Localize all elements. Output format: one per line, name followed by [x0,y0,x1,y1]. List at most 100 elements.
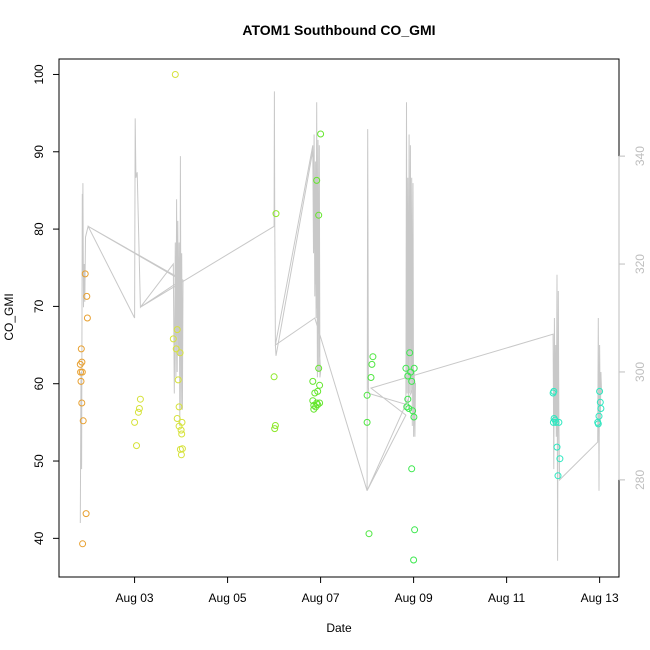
data-point [595,412,603,420]
data-point [363,418,371,426]
data-point [173,415,181,422]
data-point [176,349,184,357]
data-point [173,326,181,334]
data-point [134,408,142,416]
x-axis-label: Date [326,621,352,635]
data-point [316,381,324,389]
data-point [309,397,317,405]
data-point [313,176,321,184]
data-point [175,403,183,411]
data-point [367,374,375,381]
data-point [550,415,558,422]
y-tick-label: 80 [32,222,46,236]
data-point [310,405,318,413]
y-axis: 40 50 60 70 80 90 100 [32,64,60,545]
data-point [77,377,85,385]
data-point [410,556,418,564]
data-point [411,526,419,534]
data-point [83,292,91,300]
x-tick-label: Aug 13 [581,591,619,605]
x-tick-label: Aug 03 [116,591,154,605]
plot-frame [58,58,620,578]
x-tick-label: Aug 11 [488,591,525,605]
data-point [78,368,86,376]
data-point [363,391,371,399]
x-tick-label: Aug 05 [209,591,247,605]
data-point [78,399,86,407]
data-point [309,377,317,385]
data-point [403,403,411,411]
data-point [171,71,179,78]
data-point [402,364,410,372]
data-point [81,270,89,278]
y-tick-label: 70 [32,299,46,313]
data-point [271,422,279,429]
right-y-tick-label: 340 [633,146,647,166]
data-point [552,418,560,426]
co-gmi-points [76,71,605,564]
data-point [368,360,376,368]
data-point [554,472,562,480]
data-point [177,426,185,434]
data-point [271,425,279,433]
data-point [136,395,144,403]
data-point [169,335,177,343]
data-point [315,364,323,372]
x-tick-label: Aug 07 [302,591,340,605]
data-point [408,377,416,385]
data-point [77,345,85,353]
data-point [553,443,561,451]
data-point [135,405,143,412]
data-point [410,364,418,372]
data-point [79,540,87,548]
data-point [596,387,604,395]
data-point [133,442,140,450]
data-point [316,399,324,407]
data-point [597,405,605,412]
data-point [550,387,558,395]
data-point [410,413,418,421]
y-tick-label: 100 [32,64,46,84]
y-tick-label: 60 [32,377,46,391]
right-y-tick-label: 280 [633,470,647,490]
data-point [313,399,321,407]
data-point [317,130,325,138]
series-line [79,91,603,561]
data-point [178,430,186,438]
right-y-tick-label: 320 [633,254,647,274]
data-point [312,403,320,411]
data-point [178,418,186,426]
data-point [178,445,186,453]
y-tick-label: 90 [32,145,46,159]
data-point [314,401,322,409]
data-point [365,530,373,538]
data-point [78,358,86,366]
data-point [131,418,139,426]
x-axis: Aug 03 Aug 05 Aug 07 Aug 09 Aug 11 Aug 13 [116,576,619,605]
y-axis-label: CO_GMI [2,293,16,340]
data-point [408,465,416,473]
y-tick-label: 40 [32,531,46,545]
data-point [555,418,563,426]
data-point [407,368,415,376]
data-point [315,211,323,219]
data-point [369,353,377,361]
data-point [172,345,180,353]
data-point [405,405,413,412]
right-y-tick-label: 300 [633,362,647,382]
data-point [174,376,182,384]
right-y-axis: 280 300 320 340 [618,146,647,490]
y-tick-label: 50 [32,454,46,468]
data-point [404,395,412,403]
chart-title: ATOM1 Southbound CO_GMI [242,22,435,38]
data-point [314,387,322,395]
data-point [556,455,564,463]
data-point [82,510,90,518]
data-point [594,420,602,428]
data-point [270,373,278,381]
x-tick-label: Aug 09 [395,591,433,605]
right-axis-series [79,91,603,561]
data-point [272,210,280,218]
data-point [79,417,87,425]
